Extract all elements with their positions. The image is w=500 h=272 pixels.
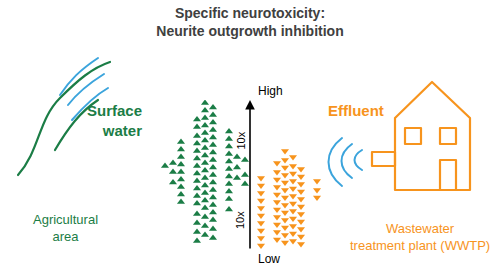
svg-text:Specific neurotoxicity:Neurite: Specific neurotoxicity:Neurite outgrowth… bbox=[156, 5, 343, 39]
svg-text:Effluent: Effluent bbox=[328, 102, 384, 119]
svg-text:Agriculturalarea: Agriculturalarea bbox=[33, 212, 98, 244]
svg-text:Wastewatertreatment plant (WWT: Wastewatertreatment plant (WWTP) bbox=[350, 221, 490, 253]
svg-text:Low: Low bbox=[258, 252, 280, 266]
svg-text:10x: 10x bbox=[235, 131, 247, 149]
svg-text:High: High bbox=[258, 84, 283, 98]
svg-text:10x: 10x bbox=[234, 211, 246, 229]
svg-text:Surfacewater: Surfacewater bbox=[87, 102, 142, 139]
